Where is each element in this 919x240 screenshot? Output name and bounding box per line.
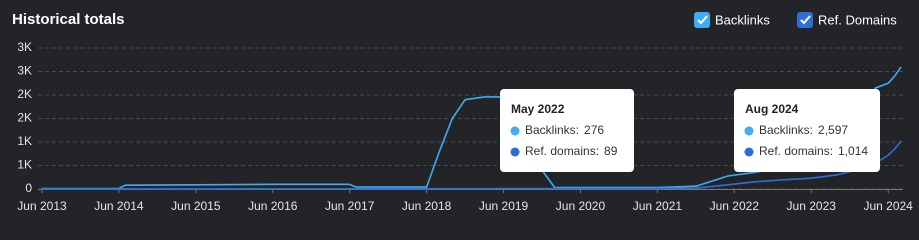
checkmark: [697, 15, 708, 25]
x-tick-label: Jun 2017: [325, 199, 375, 213]
y-tick-label: 3K: [17, 64, 32, 78]
checkbox[interactable]: [694, 12, 710, 28]
tooltip-dot: [744, 126, 754, 136]
tooltips: May 2022 Backlinks: 276 Ref. domains: 89 Aug …: [500, 89, 880, 172]
x-tick-label: Jun 2018: [402, 199, 452, 213]
tooltip-dot: [510, 147, 520, 157]
tooltip-value: 2,597: [818, 123, 848, 137]
chart: Historical totals Backlinks Ref. Domains …: [12, 11, 913, 213]
checkbox[interactable]: [797, 12, 813, 28]
y-tick-label: 1K: [17, 134, 32, 148]
tooltip-value: 89: [604, 144, 618, 158]
x-tick-label: Jun 2013: [17, 199, 67, 213]
chart-title: Historical totals: [12, 11, 125, 28]
x-tick-label: Jun 2014: [94, 199, 144, 213]
tooltip-row: Ref. domains: 89: [525, 144, 618, 158]
tooltip-box: [734, 89, 880, 172]
legend-item[interactable]: Backlinks: [694, 12, 770, 28]
y-tick-label: 3K: [17, 40, 32, 54]
tooltip-dot: [510, 126, 520, 136]
x-tick-label: Jun 2019: [479, 199, 529, 213]
legend: Backlinks Ref. Domains: [694, 12, 897, 28]
tooltip-dot: [744, 147, 754, 157]
tooltip-label: Backlinks:: [525, 123, 579, 137]
x-tick-label: Jun 2022: [710, 199, 760, 213]
x-tick-label: Jun 2015: [171, 199, 221, 213]
legend-label[interactable]: Backlinks: [715, 12, 770, 27]
tooltip-row: Backlinks: 2,597: [759, 123, 848, 137]
tooltip-label: Ref. domains:: [525, 144, 599, 158]
y-tick-label: 2K: [17, 87, 32, 101]
tooltip: May 2022 Backlinks: 276 Ref. domains: 89: [500, 89, 634, 172]
tooltip-value: 276: [584, 123, 604, 137]
x-tick-label: Jun 2023: [787, 199, 837, 213]
tooltip-title: Aug 2024: [745, 102, 799, 116]
series-line: [42, 140, 902, 190]
tooltip-label: Ref. domains:: [759, 144, 833, 158]
tooltip: Aug 2024 Backlinks: 2,597 Ref. domains: 1,01…: [734, 89, 880, 172]
legend-item[interactable]: Ref. Domains: [797, 12, 897, 28]
tooltip-box: [500, 89, 634, 172]
x-tick-label: Jun 2021: [633, 199, 683, 213]
legend-label[interactable]: Ref. Domains: [818, 12, 897, 27]
tooltip-row: Backlinks: 276: [525, 123, 604, 137]
y-tick-label: 1K: [17, 158, 32, 172]
x-tick-label: Jun 2020: [556, 199, 606, 213]
y-tick-label: 0: [25, 181, 32, 195]
y-tick-label: 2K: [17, 111, 32, 125]
tooltip-row: Ref. domains: 1,014: [759, 144, 868, 158]
tooltip-value: 1,014: [838, 144, 868, 158]
tooltip-title: May 2022: [511, 102, 565, 116]
x-tick-label: Jun 2024: [863, 199, 913, 213]
checkmark: [800, 15, 811, 25]
tooltip-label: Backlinks:: [759, 123, 813, 137]
x-tick-label: Jun 2016: [248, 199, 298, 213]
